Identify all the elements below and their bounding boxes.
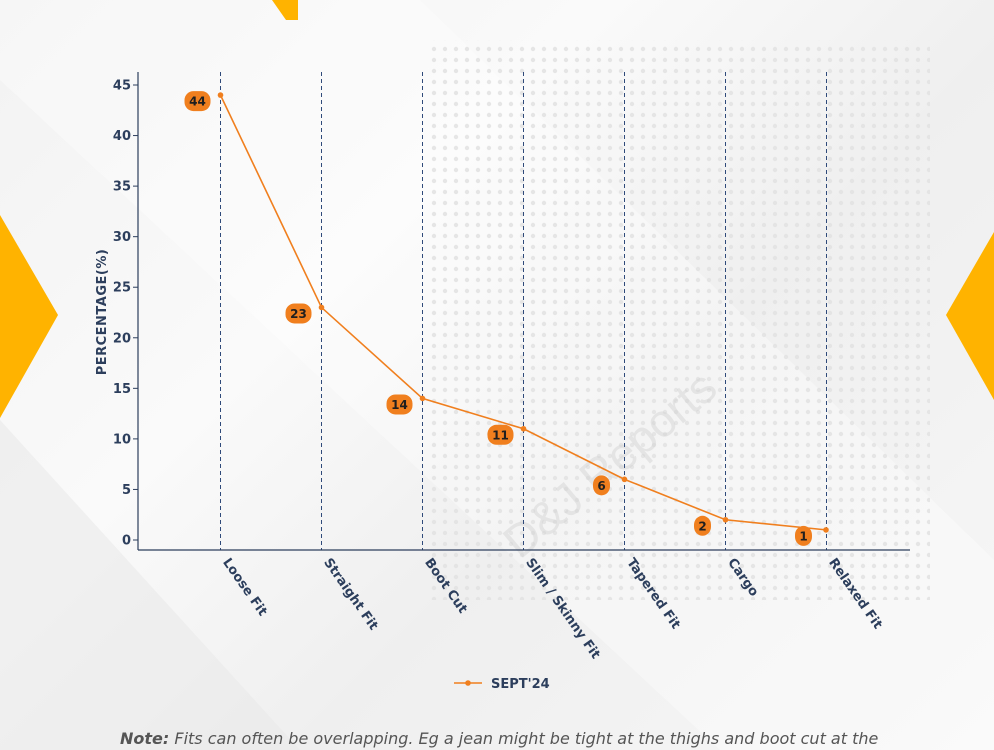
axes — [137, 72, 910, 551]
data-label: 23 — [285, 303, 312, 324]
x-tick-label: Straight Fit — [320, 556, 381, 633]
series-point — [520, 425, 527, 432]
series-point — [318, 304, 325, 311]
series-point — [823, 527, 829, 533]
data-label: 44 — [184, 91, 211, 112]
y-tick-label: 20 — [113, 331, 131, 346]
y-tick-label: 30 — [113, 230, 131, 245]
y-tick-label: 5 — [122, 483, 131, 498]
data-label-text: 44 — [189, 95, 206, 109]
data-labels: 44 23 14 11 6 2 1 — [184, 91, 812, 546]
y-tick-label: 10 — [113, 432, 131, 447]
series-sept24 — [217, 92, 829, 533]
x-axis-ticks: Loose Fit Straight Fit Boot Cut Slim / Skin… — [219, 556, 885, 662]
data-label: 2 — [694, 515, 711, 536]
data-label-badge — [386, 394, 413, 415]
x-tick-label: Relaxed Fit — [825, 556, 885, 632]
data-label-text: 2 — [698, 519, 706, 533]
legend-marker — [465, 680, 471, 686]
data-label-text: 6 — [597, 479, 605, 493]
data-label-text: 14 — [391, 398, 408, 412]
data-label: 1 — [795, 525, 812, 546]
x-tick-label: Cargo — [724, 556, 761, 600]
data-label-badge — [795, 525, 812, 546]
y-tick-label: 45 — [113, 79, 131, 94]
series-point — [217, 92, 224, 98]
data-label: 14 — [386, 394, 413, 415]
y-axis-ticks: 0 5 10 15 20 25 30 35 40 45 — [113, 79, 138, 549]
series-point — [722, 516, 729, 523]
series-point — [621, 476, 628, 483]
x-tick-label: Loose Fit — [219, 556, 270, 619]
data-label-text: 1 — [799, 529, 807, 543]
y-tick-label: 40 — [113, 129, 131, 144]
y-tick-label: 35 — [113, 180, 131, 195]
note-text: Fits can often be overlapping. Eg a jean… — [169, 729, 879, 748]
data-label-text: 23 — [290, 307, 307, 321]
y-axis-label: PERCENTAGE(%) — [95, 249, 110, 376]
note-prefix: Note: — [120, 729, 170, 748]
data-label-badge — [487, 424, 514, 445]
grid-lines — [220, 72, 827, 550]
footnote: Note: Fits can often be overlapping. Eg … — [120, 729, 980, 748]
data-label: 11 — [487, 424, 514, 445]
x-tick-label: Slim / Skinny Fit — [522, 556, 603, 662]
data-label-badge — [694, 515, 711, 536]
series-point — [419, 395, 426, 402]
x-tick-label: Tapered Fit — [623, 556, 683, 632]
data-label: 6 — [593, 475, 610, 496]
y-tick-label: 15 — [113, 382, 131, 397]
legend-label: SEPT'24 — [491, 677, 550, 692]
legend: SEPT'24 — [454, 677, 550, 692]
data-label-badge — [285, 303, 312, 324]
data-label-text: 11 — [492, 428, 509, 442]
x-tick-label: Boot Cut — [421, 556, 470, 617]
y-tick-label: 25 — [113, 281, 131, 296]
data-label-badge — [184, 91, 211, 112]
y-tick-label: 0 — [122, 534, 131, 549]
data-label-badge — [593, 475, 610, 496]
